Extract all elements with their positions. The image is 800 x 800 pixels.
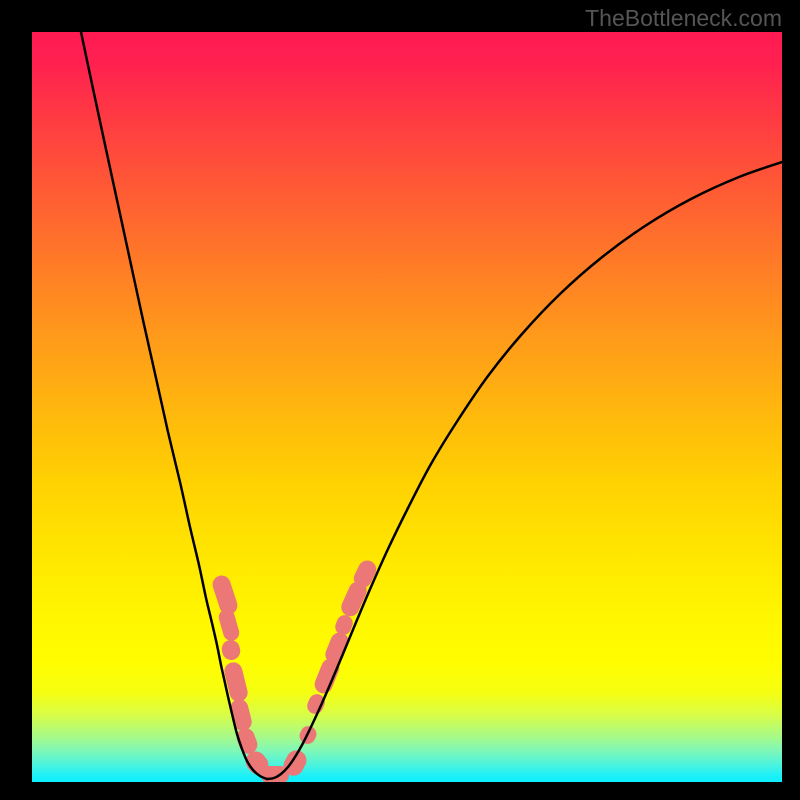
watermark-text: TheBottleneck.com: [585, 5, 782, 32]
curve-layer: [32, 32, 782, 782]
marker: [217, 607, 241, 642]
marker: [220, 638, 242, 662]
marker: [222, 660, 249, 703]
plot-area: [32, 32, 782, 782]
chart-root: TheBottleneck.com: [0, 0, 800, 800]
marker: [305, 692, 328, 717]
marker-group: [210, 557, 379, 782]
curve-right-branch: [267, 162, 782, 779]
